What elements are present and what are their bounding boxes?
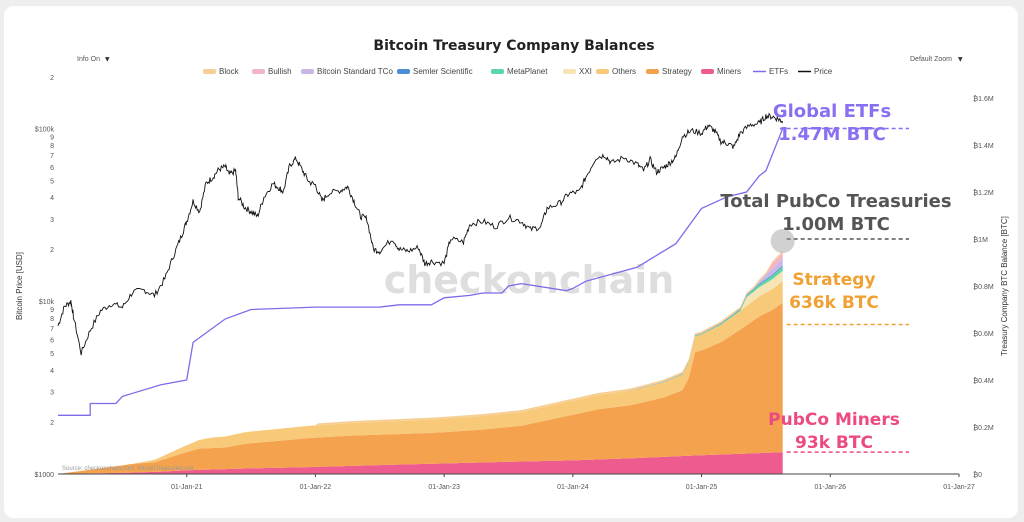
legend-item[interactable]: Block [203,67,240,76]
legend-swatch [596,69,609,74]
annotation-title: PubCo Miners [768,410,900,430]
x-tick-label: 01-Jan-25 [686,484,718,491]
legend-item[interactable]: Semler Scientific [397,67,473,76]
legend-item[interactable]: XXI [563,67,592,76]
area-strategy [58,302,783,474]
chart-card: checkonchain 01-Jan-21 01-Jan-22 01-Jan-23… [4,6,1018,518]
legend-label: Bullish [268,67,292,76]
annotation-value: 636k BTC [789,293,879,313]
legend-label: Miners [717,67,741,76]
legend-swatch [397,69,410,74]
legend-swatch [563,69,576,74]
source-note: Source: checkonchain.com, BitcoinTreasur… [62,466,194,472]
etf-line [58,128,784,416]
left-tick-label: 4 [50,368,54,375]
legend-label: XXI [579,67,592,76]
annotation-value: 93k BTC [795,433,873,453]
legend-item[interactable]: Strategy [646,67,692,76]
left-tick-label: 3 [50,390,54,397]
legend-item[interactable]: Miners [701,67,741,76]
info-toggle-label: Info On [77,56,100,63]
chart: checkonchain 01-Jan-21 01-Jan-22 01-Jan-23… [15,38,1009,491]
legend-label: Others [612,67,636,76]
annotation-value: 1.00M BTC [782,214,890,235]
right-tick-label: ₿1M [973,236,988,244]
right-tick-label: ₿0.4M [973,377,994,385]
right-tick-label: ₿0 [973,471,982,479]
y-axis-right-title: Treasury Company BTC Balance [BTC] [1000,216,1009,356]
legend-label: Block [219,67,240,76]
left-tick-label: $100k [35,126,55,133]
right-tick-label: ₿0.6M [973,330,994,338]
legend-item[interactable]: Bullish [252,67,292,76]
left-tick-label: 9 [50,134,54,141]
left-tick-label: 5 [50,178,54,185]
legend-swatch [491,69,504,74]
legend-item[interactable]: MetaPlanet [491,67,548,76]
x-tick-label: 01-Jan-27 [943,484,975,491]
left-tick-label: 9 [50,307,54,314]
x-tick-label: 01-Jan-21 [171,484,203,491]
legend-item[interactable]: ETFs [753,67,788,76]
left-tick-label: $10k [39,299,55,306]
legend-item[interactable]: Bitcoin Standard TCo [301,67,393,76]
watermark: checkonchain [384,258,675,302]
annotation-title: Strategy [792,270,875,290]
legend-label: Strategy [662,67,692,76]
area-miners [58,452,783,474]
price-line [57,112,784,356]
x-tick-label: 01-Jan-24 [557,484,589,491]
y-axis-left-title: Bitcoin Price [USD] [15,252,24,320]
left-tick-label: 8 [50,316,54,323]
annotation-value: 1.47M BTC [778,124,886,145]
left-tick-label: 2 [50,75,54,82]
left-tick-label: 2 [50,420,54,427]
legend-swatch [203,69,216,74]
info-toggle[interactable]: Info On ▼ [77,56,110,63]
legend-label: Semler Scientific [413,67,473,76]
chevron-down-icon: ▼ [958,56,963,63]
left-tick-label: 7 [50,153,54,160]
right-tick-label: ₿0.2M [973,424,994,432]
legend-label: Price [814,67,833,76]
legend-label: Bitcoin Standard TCo [317,67,393,76]
left-tick-label: 6 [50,338,54,345]
left-tick-label: $1000 [35,472,55,479]
right-tick-label: ₿1.6M [973,95,994,103]
left-tick-label: 2 [50,247,54,254]
annotation-title: Global ETFs [773,101,891,122]
legend-label: MetaPlanet [507,67,548,76]
left-tick-label: 8 [50,143,54,150]
annotation-title: Total PubCo Treasuries [720,191,951,212]
zoom-select[interactable]: Default Zoom ▼ [910,56,963,63]
x-tick-label: 01-Jan-23 [428,484,460,491]
right-tick-label: ₿0.8M [973,283,994,291]
legend-item[interactable]: Others [596,67,636,76]
right-tick-label: ₿1.2M [973,189,994,197]
x-tick-label: 01-Jan-22 [300,484,332,491]
legend-swatch [701,69,714,74]
legend-item[interactable]: Price [798,67,833,76]
highlight-circle [770,229,795,253]
legend-swatch [301,69,314,74]
x-tick-label: 01-Jan-26 [815,484,847,491]
legend-label: ETFs [769,67,788,76]
chevron-down-icon: ▼ [105,56,110,63]
chart-title: Bitcoin Treasury Company Balances [373,38,654,54]
left-tick-label: 4 [50,195,54,202]
left-tick-label: 5 [50,351,54,358]
legend-swatch [252,69,265,74]
left-tick-label: 6 [50,165,54,172]
legend-swatch [646,69,659,74]
left-tick-label: 3 [50,217,54,224]
left-tick-label: 7 [50,326,54,333]
right-tick-label: ₿1.4M [973,142,994,150]
zoom-select-label: Default Zoom [910,56,952,63]
